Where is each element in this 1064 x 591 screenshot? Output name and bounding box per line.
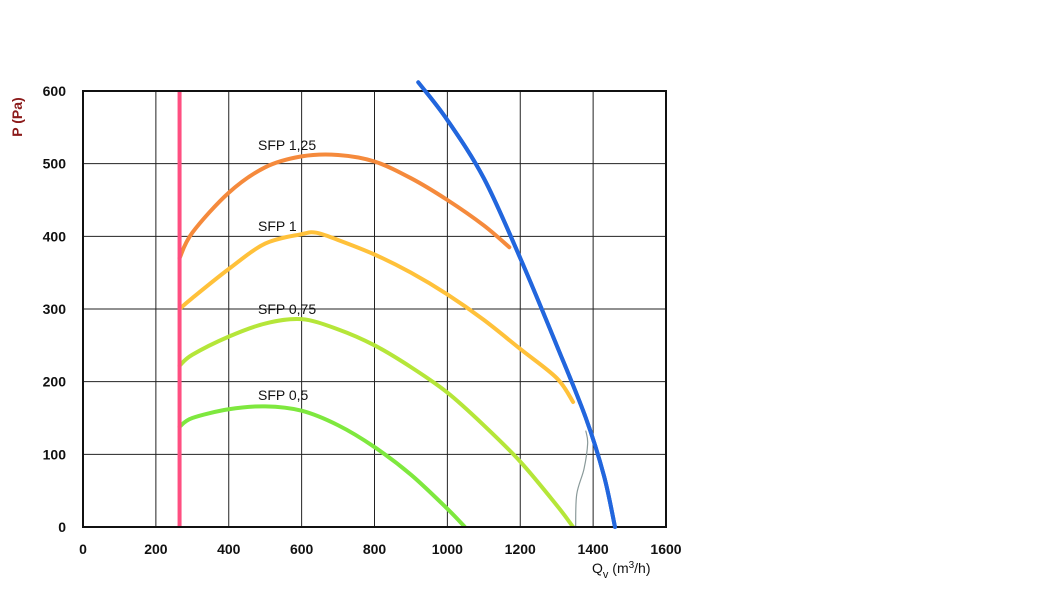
x-tick-label: 1200 — [505, 541, 536, 557]
series-lines — [177, 91, 617, 527]
x-axis-label: Qv (m3/h) — [592, 560, 651, 581]
series-label: SFP 0,75 — [258, 301, 316, 317]
plot-frame — [82, 90, 667, 528]
series-line-sfp-1 — [177, 230, 576, 405]
x-tick-label: 600 — [290, 541, 314, 557]
x-tick-label: 400 — [217, 541, 241, 557]
series-label: SFP 1 — [258, 218, 297, 234]
y-tick-label: 500 — [43, 156, 67, 172]
series-line-sfp-0-5 — [177, 404, 467, 527]
x-tick-label: 1600 — [650, 541, 681, 557]
x-tick-label: 1400 — [578, 541, 609, 557]
x-tick-label: 200 — [144, 541, 168, 557]
x-axis-label-unit: /h) — [634, 560, 650, 576]
grid-lines — [83, 91, 666, 527]
x-axis-label-sub: v — [603, 569, 609, 581]
x-axis-label-rest: (m — [608, 560, 628, 576]
x-tick-label: 800 — [363, 541, 387, 557]
y-tick-label: 400 — [43, 228, 67, 244]
x-tick-label: 1000 — [432, 541, 463, 557]
y-tick-label: 300 — [43, 301, 67, 317]
x-axis-label-sup: 3 — [629, 560, 635, 571]
y-tick-label: 100 — [43, 446, 67, 462]
y-tick-label: 0 — [58, 519, 66, 535]
y-tick-label: 600 — [43, 83, 67, 99]
x-tick-label: 0 — [79, 541, 87, 557]
series-labels: SFP 1,25 SFP 1 SFP 0,75 SFP 0,5 — [258, 137, 316, 403]
y-tick-label: 200 — [43, 374, 67, 390]
x-tick-labels: 0 200 400 600 800 1000 1200 1400 1600 — [79, 541, 682, 557]
y-tick-labels: 0 100 200 300 400 500 600 — [43, 83, 67, 535]
y-axis-label: P (Pa) — [9, 97, 25, 136]
series-label: SFP 1,25 — [258, 137, 316, 153]
series-line-sfp-1-25 — [177, 152, 512, 261]
series-line-sfp-0-75 — [177, 316, 576, 527]
x-axis-label-main: Q — [592, 560, 603, 576]
series-line-curve-overflow — [416, 80, 617, 529]
series-label: SFP 0,5 — [258, 387, 309, 403]
series-line-6 — [575, 430, 589, 527]
